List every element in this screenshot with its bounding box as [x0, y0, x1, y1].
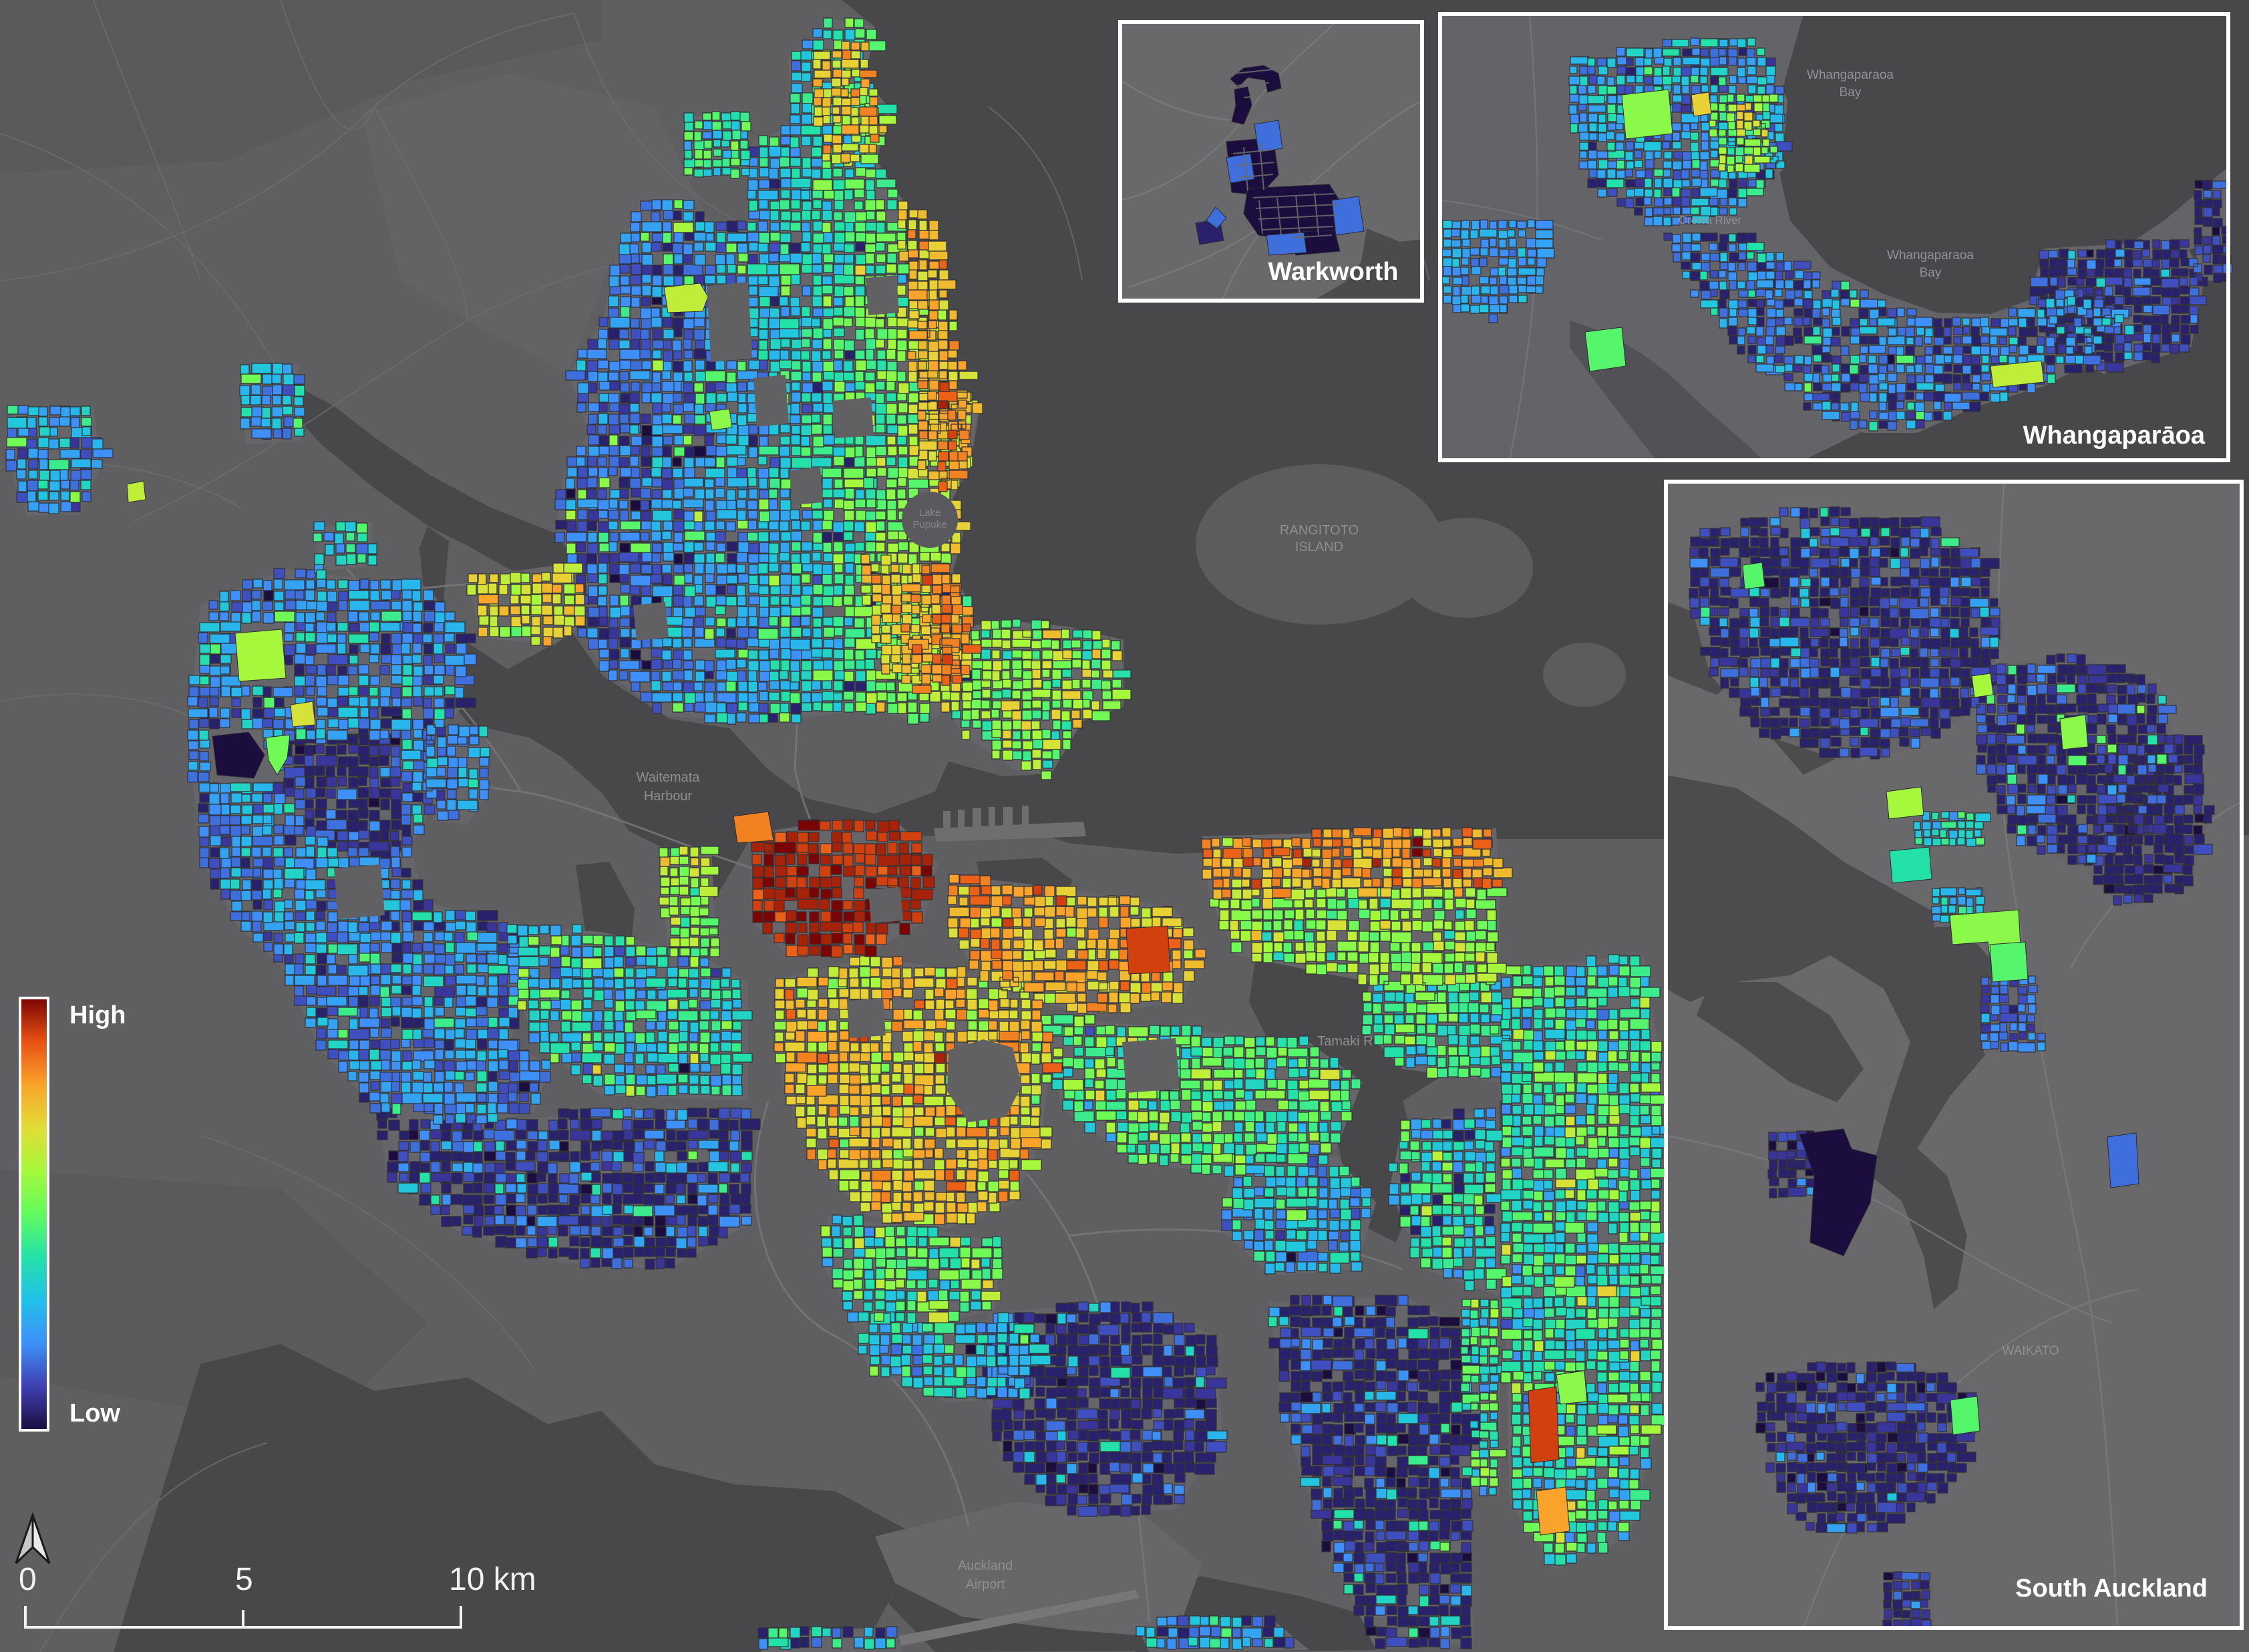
svg-text:South Auckland: South Auckland [2015, 1575, 2208, 1603]
svg-text:Harbour: Harbour [644, 789, 693, 804]
svg-text:WAIKATO: WAIKATO [2002, 1344, 2059, 1358]
svg-text:Auckland: Auckland [958, 1558, 1013, 1573]
svg-text:Waitemata: Waitemata [637, 770, 701, 785]
svg-text:Whangaparāoa: Whangaparāoa [2023, 422, 2206, 450]
svg-text:Whangaparaoa: Whangaparaoa [1807, 68, 1894, 82]
svg-text:10 km: 10 km [449, 1562, 536, 1597]
svg-text:Bay: Bay [1920, 266, 1942, 280]
svg-text:Warkworth: Warkworth [1268, 258, 1399, 286]
svg-text:Bay: Bay [1840, 86, 1862, 100]
svg-text:RANGITOTO: RANGITOTO [1280, 523, 1359, 538]
svg-text:0: 0 [19, 1562, 37, 1597]
svg-text:Airport: Airport [966, 1577, 1005, 1592]
svg-text:Whangaparaoa: Whangaparaoa [1887, 249, 1974, 263]
svg-text:Orewa River: Orewa River [1679, 214, 1742, 226]
svg-text:ISLAND: ISLAND [1295, 540, 1343, 554]
svg-text:Low: Low [69, 1399, 120, 1428]
svg-text:Lake: Lake [919, 507, 941, 518]
svg-text:5: 5 [235, 1562, 253, 1597]
svg-text:Pupuke: Pupuke [913, 519, 947, 530]
svg-text:High: High [69, 1001, 126, 1029]
